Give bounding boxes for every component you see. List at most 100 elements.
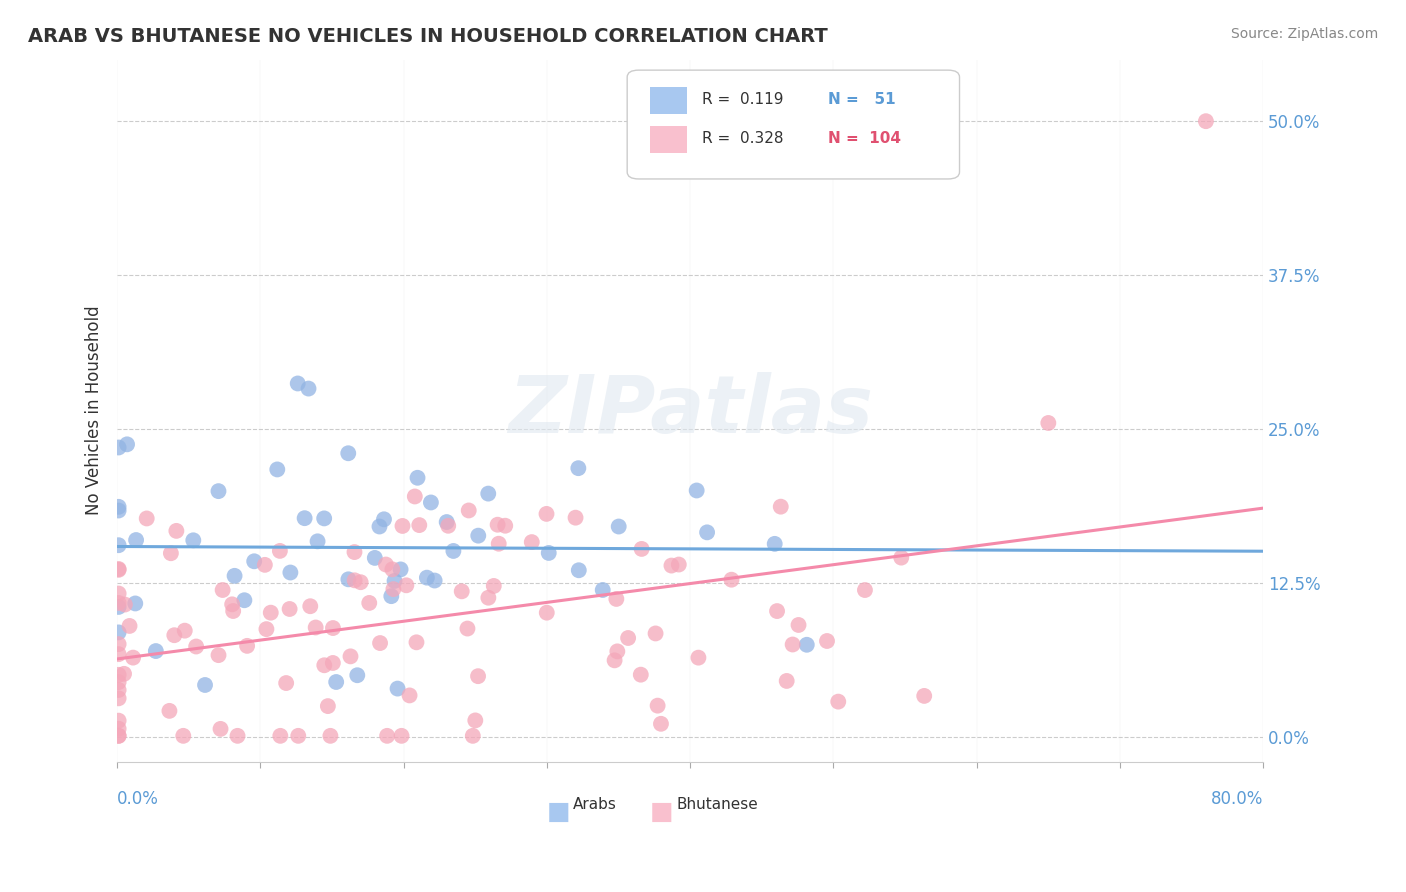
Point (685, 483, 707, 498)
Point (617, 631, 640, 645)
Point (395, 578, 418, 592)
Point (114, 598, 136, 612)
Point (769, 500, 792, 514)
Point (343, 574, 366, 588)
Point (374, 558, 396, 572)
Point (112, 666, 135, 681)
Point (107, 599, 129, 614)
Point (314, 511, 336, 525)
Point (766, 604, 789, 618)
Point (325, 675, 347, 690)
Point (482, 579, 505, 593)
Point (322, 656, 344, 670)
Point (107, 538, 129, 552)
Point (787, 618, 810, 632)
Point (890, 550, 912, 565)
Text: ■: ■ (547, 800, 571, 824)
Point (853, 582, 876, 597)
Point (115, 437, 138, 451)
Point (124, 597, 146, 611)
Point (488, 537, 510, 551)
Point (297, 382, 319, 396)
Point (644, 626, 666, 640)
Point (391, 729, 413, 743)
Point (416, 571, 439, 585)
Point (299, 599, 322, 614)
Text: N =  104: N = 104 (828, 131, 901, 146)
Point (436, 515, 458, 529)
Point (107, 637, 129, 651)
Point (181, 533, 204, 548)
Point (605, 591, 627, 606)
Text: N =   51: N = 51 (828, 92, 896, 107)
Point (253, 558, 276, 572)
Point (486, 517, 509, 532)
Point (382, 582, 405, 596)
Point (314, 658, 336, 673)
Point (457, 503, 479, 517)
Point (305, 620, 328, 634)
Point (269, 544, 291, 558)
Point (186, 640, 208, 654)
Text: Bhutanese: Bhutanese (676, 797, 758, 812)
Point (537, 546, 560, 560)
Text: Arabs: Arabs (574, 797, 617, 812)
Point (107, 691, 129, 706)
Point (287, 376, 309, 391)
Point (211, 582, 233, 597)
Text: ZIPatlas: ZIPatlas (508, 372, 873, 450)
Point (207, 484, 229, 499)
Point (450, 584, 472, 599)
Point (107, 586, 129, 600)
Point (368, 636, 391, 650)
Point (107, 729, 129, 743)
Point (316, 699, 339, 714)
Point (477, 591, 499, 605)
Point (661, 558, 683, 573)
Point (650, 716, 672, 731)
Point (568, 563, 591, 577)
Point (135, 511, 157, 525)
Point (603, 653, 626, 667)
Point (350, 575, 373, 590)
Point (364, 550, 387, 565)
Point (607, 519, 630, 533)
Point (467, 669, 489, 683)
Point (1195, 114, 1218, 128)
Point (494, 518, 516, 533)
Point (688, 650, 710, 665)
Point (398, 689, 420, 703)
Point (307, 534, 329, 549)
Point (107, 441, 129, 455)
Point (456, 622, 478, 636)
Point (464, 714, 486, 728)
Point (343, 545, 366, 559)
Point (696, 525, 718, 540)
Point (668, 558, 690, 572)
Point (107, 500, 129, 514)
Point (236, 639, 259, 653)
Point (254, 622, 277, 636)
Point (337, 446, 360, 460)
Point (276, 676, 298, 690)
Point (776, 673, 799, 688)
Point (280, 566, 302, 580)
Point (226, 729, 249, 743)
Point (536, 507, 558, 521)
Point (406, 471, 429, 485)
Point (173, 624, 195, 638)
Point (107, 729, 129, 743)
Point (423, 574, 446, 588)
Point (461, 729, 484, 743)
Text: ■: ■ (650, 800, 673, 824)
Point (163, 628, 186, 642)
Point (536, 606, 558, 620)
Point (159, 704, 181, 718)
Point (405, 635, 427, 649)
Point (107, 675, 129, 690)
Y-axis label: No Vehicles in Household: No Vehicles in Household (86, 306, 103, 516)
Point (359, 596, 381, 610)
Point (567, 461, 589, 475)
Point (763, 537, 786, 551)
Point (647, 698, 669, 713)
